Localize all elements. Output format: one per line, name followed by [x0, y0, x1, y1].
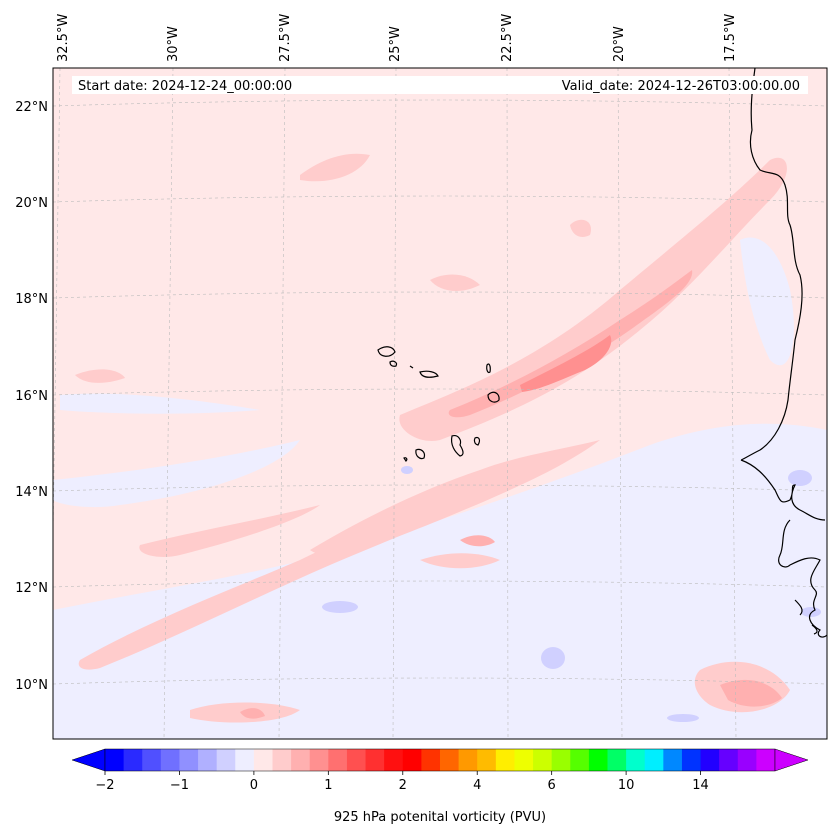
date-banner [72, 76, 808, 94]
colorbar-cell [756, 749, 776, 771]
pv-positive-contours-strong [520, 335, 612, 392]
colorbar-cell [588, 749, 608, 771]
colorbar-cell [346, 749, 367, 771]
colorbar-cell [477, 749, 497, 771]
colorbar-ticks: −2 −1 0 1 2 4 6 10 14 [95, 771, 709, 793]
colorbar-tick-label: 1 [324, 778, 332, 793]
lat-label: 12°N [15, 581, 48, 596]
lat-label: 16°N [15, 389, 48, 404]
lat-label: 20°N [15, 196, 48, 211]
colorbar-cell [663, 749, 683, 771]
coastline [377, 68, 827, 638]
longitude-labels: 32.5°W 30°W 27.5°W 25°W 22.5°W 20°W 17.5… [56, 14, 738, 62]
lon-label: 32.5°W [56, 14, 71, 62]
graticule [53, 68, 827, 739]
start-date-label: Start date: 2024-12-24_00:00:00 [78, 79, 292, 94]
lon-label: 22.5°W [500, 14, 515, 62]
colorbar-cell [402, 749, 422, 771]
colorbar-tick-label: 4 [473, 778, 481, 793]
colorbar-cell [458, 749, 478, 771]
pv-negative-contours [53, 237, 827, 739]
pv-moderate-negative-contours [322, 466, 821, 722]
colorbar-tick-label: 14 [692, 778, 709, 793]
colorbar-tick-label: 6 [548, 778, 556, 793]
colorbar-cell [700, 749, 720, 771]
colorbar-label: 925 hPa potenital vorticity (PVU) [334, 810, 546, 825]
colorbar-cell [309, 749, 329, 771]
lat-label: 10°N [15, 678, 48, 693]
colorbar-cell [105, 749, 125, 771]
map-frame [52, 67, 828, 740]
colorbar-extend-right [774, 748, 809, 772]
valid-date-label: Valid_date: 2024-12-26T03:00:00.00 [562, 79, 800, 94]
colorbar-cell [253, 749, 273, 771]
colorbar-cell [179, 749, 199, 771]
colorbar-cell [216, 749, 236, 771]
colorbar-cell [551, 749, 571, 771]
colorbar-cell [272, 749, 292, 771]
lon-label: 17.5°W [723, 14, 738, 62]
map-panel [53, 68, 827, 739]
colorbar-cell [440, 749, 460, 771]
latitude-labels: 22°N 20°N 18°N 16°N 14°N 12°N 10°N [15, 100, 48, 693]
colorbar-cell [421, 749, 441, 771]
colorbar-cell [328, 749, 348, 771]
colorbar-cell [644, 749, 664, 771]
colorbar-cell [160, 749, 180, 771]
colorbar-cell [142, 749, 162, 771]
lon-label: 27.5°W [278, 14, 293, 62]
lon-label: 20°W [612, 26, 627, 62]
colorbar-tick-label: −2 [95, 778, 114, 793]
colorbar-tick-label: 0 [250, 778, 258, 793]
colorbar-cell [384, 749, 404, 771]
lon-label: 30°W [166, 26, 181, 62]
colorbar-cell [495, 749, 515, 771]
colorbar-cell [719, 749, 739, 771]
colorbar-extend-left [71, 748, 106, 772]
colorbar-cell [626, 749, 646, 771]
colorbar: −2 −1 0 1 2 4 6 10 14 925 hPa potenital vorticit… [71, 748, 809, 825]
lat-label: 18°N [15, 292, 48, 307]
colorbar-cell [570, 749, 590, 771]
colorbar-tick-label: −1 [170, 778, 189, 793]
colorbar-cell [514, 749, 534, 771]
colorbar-cell [365, 749, 385, 771]
colorbar-cell [291, 749, 311, 771]
colorbar-cell [533, 749, 553, 771]
lon-label: 25°W [388, 26, 403, 62]
lat-label: 14°N [15, 485, 48, 500]
colorbar-cell [737, 749, 757, 771]
colorbar-cell [123, 749, 143, 771]
colorbar-cell [607, 749, 627, 771]
colorbar-cells [104, 748, 776, 772]
colorbar-tick-label: 2 [399, 778, 407, 793]
colorbar-cell [681, 749, 702, 771]
colorbar-cell [235, 749, 255, 771]
colorbar-tick-label: 10 [618, 778, 635, 793]
colorbar-cell [198, 749, 218, 771]
lat-label: 22°N [15, 100, 48, 115]
